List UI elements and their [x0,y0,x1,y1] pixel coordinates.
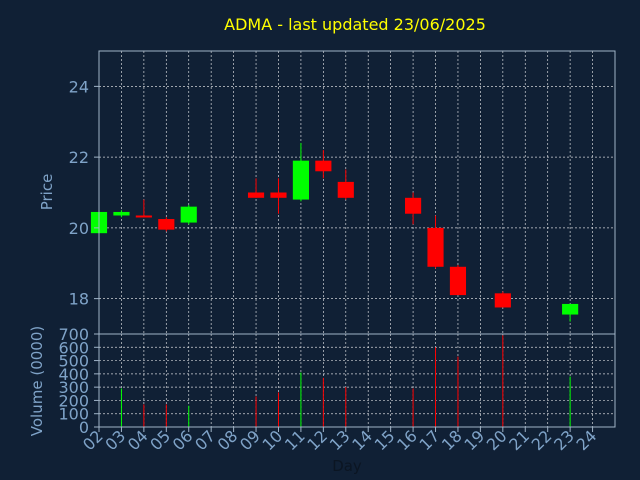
price-tick-label: 24 [69,77,89,96]
candle-body [449,266,467,296]
volume-axis-label: Volume (0000) [28,326,46,436]
volume-tick-label: 700 [58,325,89,344]
volume-tick-label: 0 [79,418,89,437]
candle-body [270,192,287,198]
chart-title: ADMA - last updated 23/06/2025 [224,15,486,34]
price-tick-label: 20 [69,219,89,238]
x-tick-label: 24 [573,426,601,454]
candle-body [337,181,354,198]
candle-body [135,215,152,218]
candle-body [158,219,175,230]
candle-body [315,160,332,172]
volume-tick-label: 300 [58,378,89,397]
volume-tick-label: 200 [58,391,89,410]
price-panel-frame [98,50,616,335]
candle-body [247,192,265,198]
volume-panel-frame [98,333,616,428]
volume-tick-label: 100 [58,405,89,424]
price-tick-label: 22 [69,148,89,167]
volume-tick-label: 500 [58,352,89,371]
price-axis-label: Price [38,174,56,211]
candle-body [180,206,197,223]
candle-body [562,303,579,315]
candle-body [405,197,422,214]
candle-body [494,293,511,308]
candle-body [292,160,309,200]
candle-body [113,211,130,216]
volume-tick-label: 600 [58,338,89,357]
volume-tick-label: 400 [58,365,89,384]
candle-body [427,227,444,267]
x-axis-label: Day [332,457,362,475]
price-tick-label: 18 [69,290,89,309]
